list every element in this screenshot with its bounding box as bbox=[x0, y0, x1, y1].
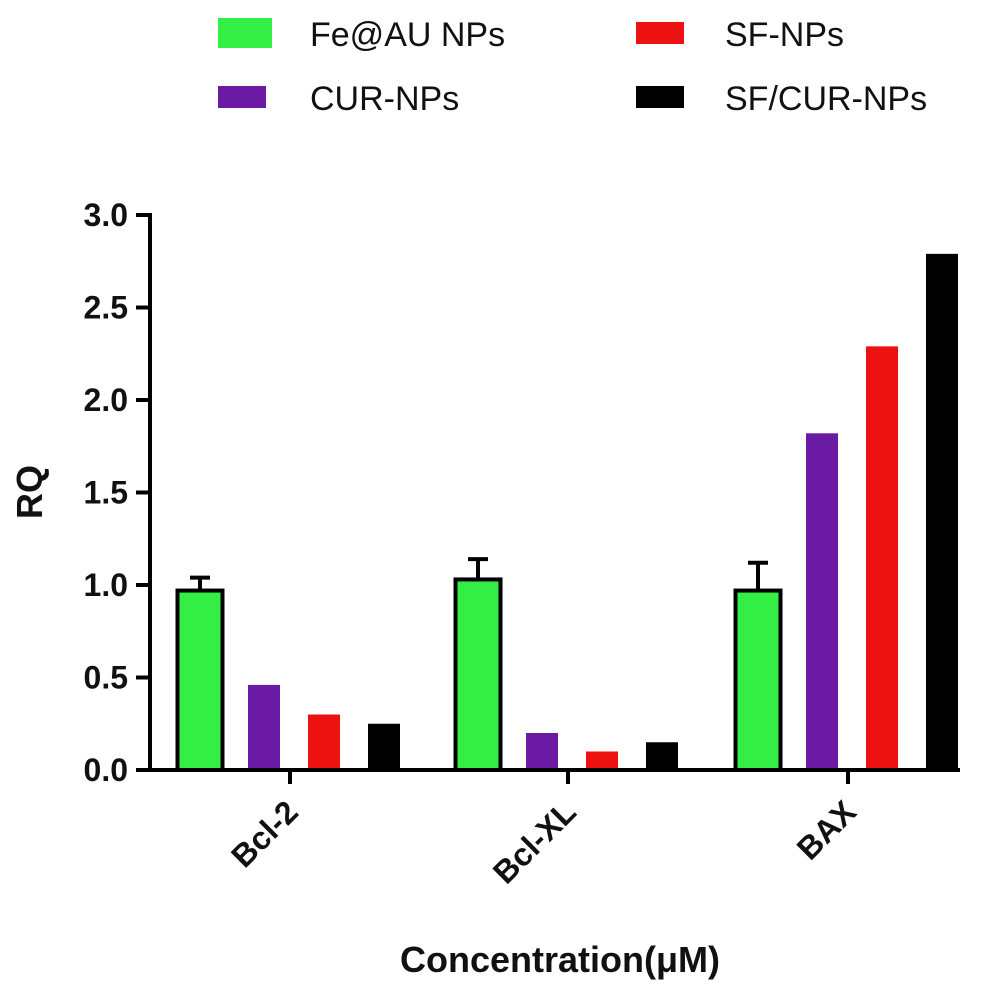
bar bbox=[368, 723, 400, 768]
bar bbox=[586, 751, 618, 768]
legend-label: SF/CUR-NPs bbox=[725, 80, 927, 118]
legend-swatch bbox=[636, 22, 684, 44]
bar bbox=[526, 733, 558, 768]
x-tick-label: Bcl-XL bbox=[486, 793, 583, 890]
bar bbox=[453, 577, 503, 773]
bar bbox=[733, 588, 783, 772]
x-tick-label: BAX bbox=[790, 793, 864, 867]
bar bbox=[646, 742, 678, 768]
bar bbox=[866, 346, 898, 768]
bar bbox=[926, 253, 958, 769]
y-tick-label: 2.5 bbox=[84, 290, 128, 326]
legend-label: Fe@AU NPs bbox=[310, 16, 505, 54]
y-tick-label: 1.0 bbox=[84, 567, 128, 603]
y-axis: 0.0 0.5 1.0 1.5 2.0 2.5 3.0 bbox=[84, 197, 152, 788]
x-tick-label: Bcl-2 bbox=[224, 793, 305, 874]
legend-swatch bbox=[636, 86, 684, 108]
x-axis: Bcl-2 Bcl-XL BAX bbox=[148, 768, 960, 891]
legend-label: CUR-NPs bbox=[310, 80, 459, 118]
bar bbox=[175, 588, 225, 772]
y-tick-label: 3.0 bbox=[84, 197, 128, 233]
y-tick-label: 1.5 bbox=[84, 475, 128, 511]
legend-swatch bbox=[218, 86, 266, 108]
legend-swatch bbox=[218, 18, 272, 48]
y-tick-label: 0.5 bbox=[84, 660, 128, 696]
y-tick-label: 2.0 bbox=[84, 382, 128, 418]
y-tick-label: 0.0 bbox=[84, 752, 128, 788]
y-axis-title: RQ bbox=[9, 465, 50, 519]
bar-series bbox=[175, 253, 958, 773]
bar bbox=[308, 714, 340, 768]
legend-label: SF-NPs bbox=[725, 16, 844, 54]
bar bbox=[248, 684, 280, 768]
chart-legend: Fe@AU NPs CUR-NPs SF-NPs SF/CUR-NPs bbox=[218, 16, 927, 118]
bar bbox=[806, 433, 838, 768]
x-axis-title: Concentration(μM) bbox=[400, 939, 720, 980]
